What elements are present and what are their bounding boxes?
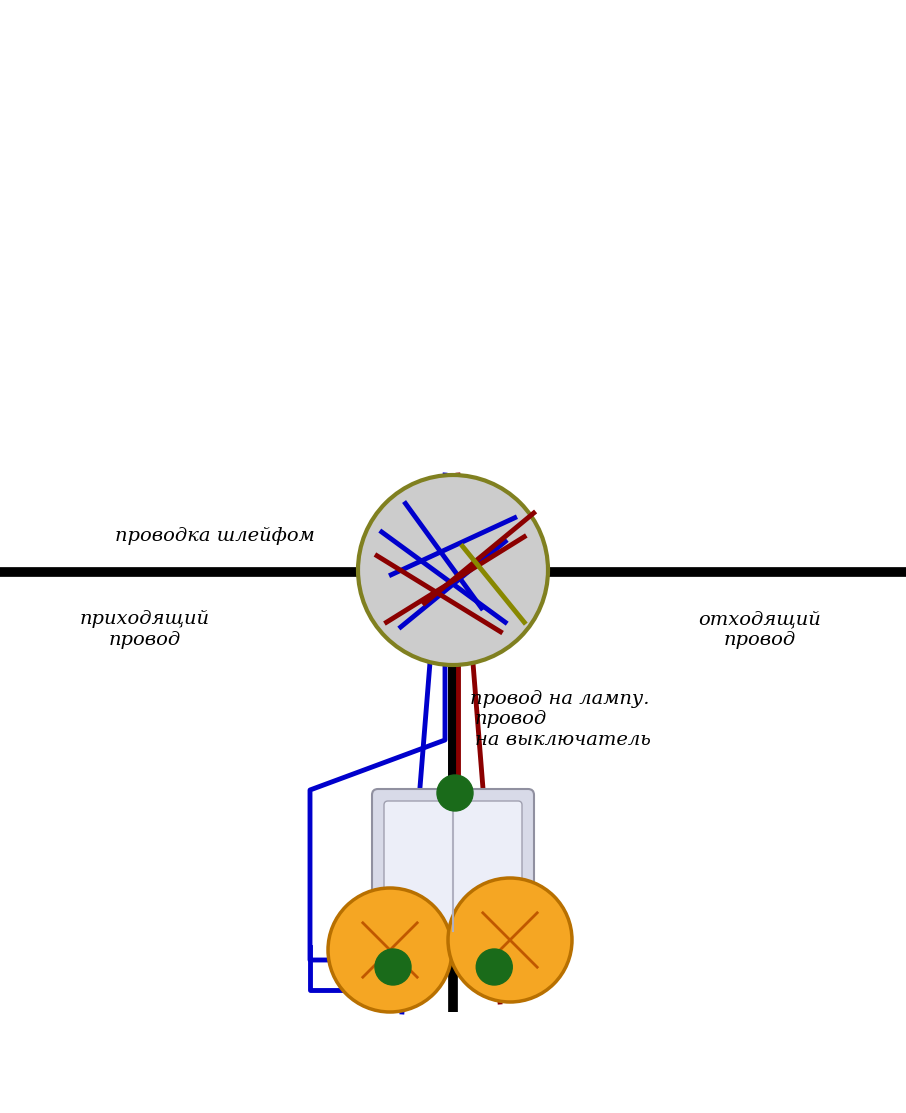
Circle shape bbox=[437, 775, 473, 811]
FancyBboxPatch shape bbox=[384, 801, 522, 939]
Circle shape bbox=[328, 888, 452, 1012]
Circle shape bbox=[375, 949, 411, 985]
Text: провод на лампу.: провод на лампу. bbox=[470, 690, 650, 708]
Circle shape bbox=[358, 475, 548, 664]
Text: проводка шлейфом: проводка шлейфом bbox=[115, 526, 315, 545]
Circle shape bbox=[477, 949, 512, 985]
Text: провод
на выключатель: провод на выключатель bbox=[475, 710, 651, 749]
Text: отходящий
провод: отходящий провод bbox=[699, 610, 822, 649]
FancyBboxPatch shape bbox=[372, 789, 534, 951]
Text: приходящий
провод: приходящий провод bbox=[80, 610, 210, 649]
Circle shape bbox=[448, 878, 572, 1002]
